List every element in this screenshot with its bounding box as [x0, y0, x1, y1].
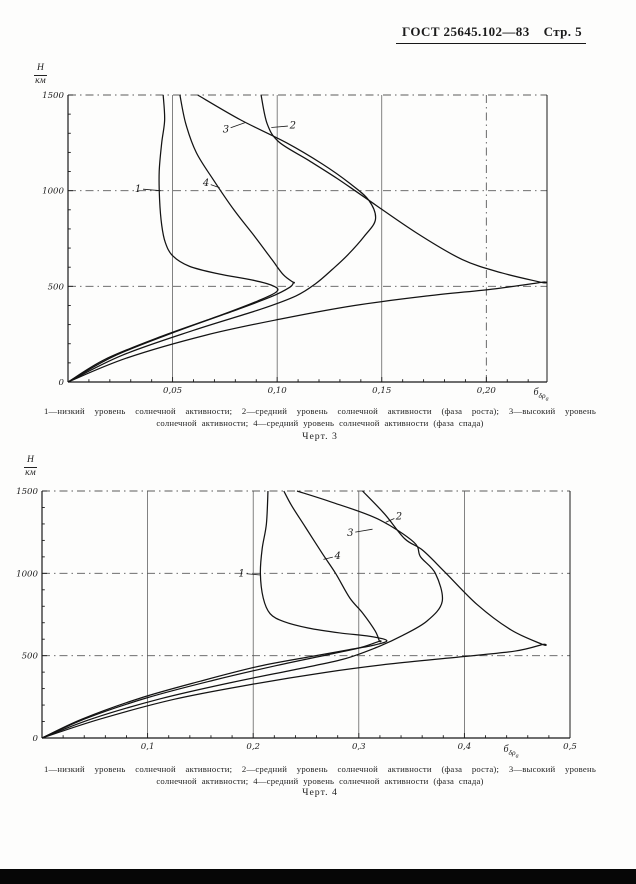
- y-tick-label: 1000: [42, 187, 64, 197]
- curve-label-leader: [385, 518, 395, 523]
- x-tick-label: 0,4: [458, 742, 472, 752]
- x-axis-subsubscript: а: [545, 396, 549, 403]
- curve-2: [67, 94, 548, 383]
- y-axis-label-denominator: км: [35, 75, 46, 86]
- x-tick-label: 0,2: [246, 742, 260, 752]
- x-tick-label: 0,5: [563, 742, 577, 752]
- y-tick-label: 500: [22, 652, 39, 662]
- curve-4: [41, 490, 382, 739]
- y-tick-label: 1000: [16, 569, 38, 579]
- chart-4-canvas: 0,1 0,2 0,3 0,4 0,5 0 500 1000 1500 1 4 3 2: [16, 487, 577, 752]
- x-tick-label: 0,1: [141, 742, 155, 752]
- x-axis-symbol: б: [533, 387, 539, 398]
- curve-label-leader: [143, 188, 161, 192]
- curve-label-2: 2: [395, 512, 402, 523]
- curve-3: [67, 94, 377, 383]
- chart-3-canvas: 0,05 0,10 0,15 0,20 0 500 1000 1500 1 4 3 2: [42, 91, 548, 396]
- gost-number: ГОСТ 25645.102—83: [402, 24, 530, 39]
- curve-label-leader: [210, 184, 220, 189]
- page-header: ГОСТ 25645.102—83 Стр. 5: [396, 24, 586, 44]
- caption-line2: солнечной активности; 4—средний уровень …: [156, 417, 484, 428]
- curve-3: [41, 490, 444, 739]
- curve-label-leader: [323, 556, 333, 560]
- curve-label-4: 4: [333, 551, 340, 562]
- curve-label-leader: [230, 122, 245, 129]
- caption-line1: 1—низкий уровень солнечной активности; 2…: [44, 764, 596, 774]
- figure-label-chart4: Черт. 4: [302, 787, 338, 798]
- scan-edge-bar: [0, 869, 636, 884]
- figure-label-chart3: Черт. 3: [302, 431, 338, 442]
- curve-label-leader: [271, 125, 288, 128]
- x-axis-subsubscript: а: [515, 753, 519, 760]
- caption-chart3: 1—низкий уровень солнечной активности; 2…: [44, 406, 596, 429]
- curve-2: [41, 490, 547, 739]
- y-axis-label-numerator: H: [34, 63, 47, 76]
- x-axis-label-chart4: бδρа: [488, 744, 534, 760]
- x-tick-label: 0,15: [372, 386, 391, 396]
- y-tick-label: 500: [48, 282, 65, 292]
- caption-line1: 1—низкий уровень солнечной активности; 2…: [44, 406, 596, 416]
- y-axis-label-denominator: км: [25, 467, 36, 478]
- x-tick-label: 0,3: [352, 742, 366, 752]
- curve-4: [67, 94, 296, 383]
- curve-label-3: 3: [223, 124, 229, 135]
- curve-label-leader: [246, 573, 261, 576]
- y-tick-label: 0: [33, 734, 39, 744]
- x-tick-label: 0,10: [268, 386, 288, 396]
- curve-label-3: 3: [347, 528, 353, 539]
- curve-label-2: 2: [289, 121, 296, 132]
- curve-1: [41, 490, 388, 739]
- x-axis-symbol: б: [503, 744, 509, 755]
- y-axis-label-chart3: H км: [34, 63, 47, 86]
- x-tick-label: 0,20: [477, 386, 497, 396]
- x-axis-subscript: δρ: [538, 391, 546, 400]
- curve-label-4: 4: [202, 178, 209, 189]
- y-axis-label-numerator: H: [24, 455, 37, 468]
- y-tick-label: 0: [59, 378, 65, 388]
- y-tick-label: 1500: [42, 91, 64, 101]
- y-tick-label: 1500: [16, 487, 38, 497]
- curve-label-1: 1: [135, 184, 141, 195]
- caption-line2: солнечной активности; 4—средний уровень …: [156, 775, 484, 786]
- y-axis-label-chart4: H км: [24, 455, 37, 478]
- page-number: Стр. 5: [543, 24, 582, 39]
- curve-label-1: 1: [238, 568, 244, 579]
- curve-label-leader: [355, 528, 373, 533]
- caption-chart4: 1—низкий уровень солнечной активности; 2…: [44, 764, 596, 787]
- x-tick-label: 0,05: [163, 386, 182, 396]
- x-axis-subscript: δρ: [508, 748, 516, 757]
- x-axis-label-chart3: бδρа: [518, 387, 564, 403]
